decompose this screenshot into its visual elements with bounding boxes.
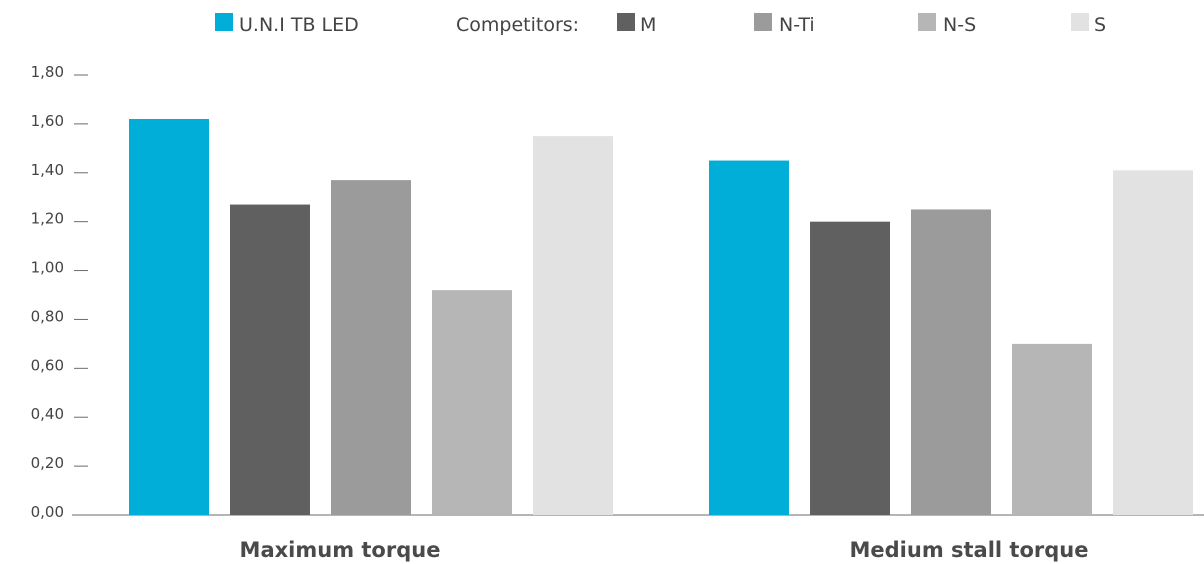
y-tick-label: 1,80 bbox=[31, 63, 64, 81]
bars bbox=[129, 119, 1193, 516]
category-label: Maximum torque bbox=[240, 538, 441, 562]
category-label: Medium stall torque bbox=[850, 538, 1089, 562]
bar-2-5 bbox=[1113, 170, 1193, 516]
bar-1-5 bbox=[533, 136, 613, 515]
legend-competitors-label: Competitors: bbox=[456, 14, 579, 36]
legend-swatch-4 bbox=[918, 13, 936, 31]
bar-1-2 bbox=[230, 204, 310, 516]
y-tick-label: 1,00 bbox=[31, 259, 64, 277]
y-tick-label: 0,80 bbox=[31, 307, 64, 325]
legend-label-1: U.N.I TB LED bbox=[239, 14, 359, 36]
bar-1-1 bbox=[129, 119, 209, 515]
y-tick-label: 0,60 bbox=[31, 356, 64, 374]
legend-swatch-1 bbox=[215, 13, 233, 31]
y-tick-label: 0,40 bbox=[31, 405, 64, 423]
legend: U.N.I TB LED M N-Ti N-S S Competitors: bbox=[215, 13, 1106, 36]
bar-1-3 bbox=[331, 180, 411, 515]
bar-1-4 bbox=[432, 290, 512, 515]
bar-2-3 bbox=[911, 209, 991, 515]
y-tick-label: 0,00 bbox=[31, 503, 64, 521]
legend-swatch-3 bbox=[754, 13, 772, 31]
x-axis-labels: Maximum torque Medium stall torque bbox=[240, 538, 1089, 562]
bar-2-1 bbox=[709, 160, 789, 516]
legend-label-2: M bbox=[640, 14, 656, 36]
legend-label-3: N-Ti bbox=[779, 14, 815, 36]
y-tick-label: 0,20 bbox=[31, 454, 64, 472]
legend-label-5: S bbox=[1094, 14, 1106, 36]
y-axis: 0,00 0,20 0,40 0,60 0,80 1,00 1,20 1,40 1,60 1,80 bbox=[31, 63, 1204, 521]
y-tick-label: 1,20 bbox=[31, 210, 64, 228]
legend-swatch-2 bbox=[617, 13, 635, 31]
bar-2-2 bbox=[810, 221, 890, 515]
y-tick-label: 1,40 bbox=[31, 161, 64, 179]
y-tick-label: 1,60 bbox=[31, 112, 64, 130]
legend-label-4: N-S bbox=[943, 14, 976, 36]
legend-swatch-5 bbox=[1071, 13, 1089, 31]
bar-2-4 bbox=[1012, 343, 1092, 515]
